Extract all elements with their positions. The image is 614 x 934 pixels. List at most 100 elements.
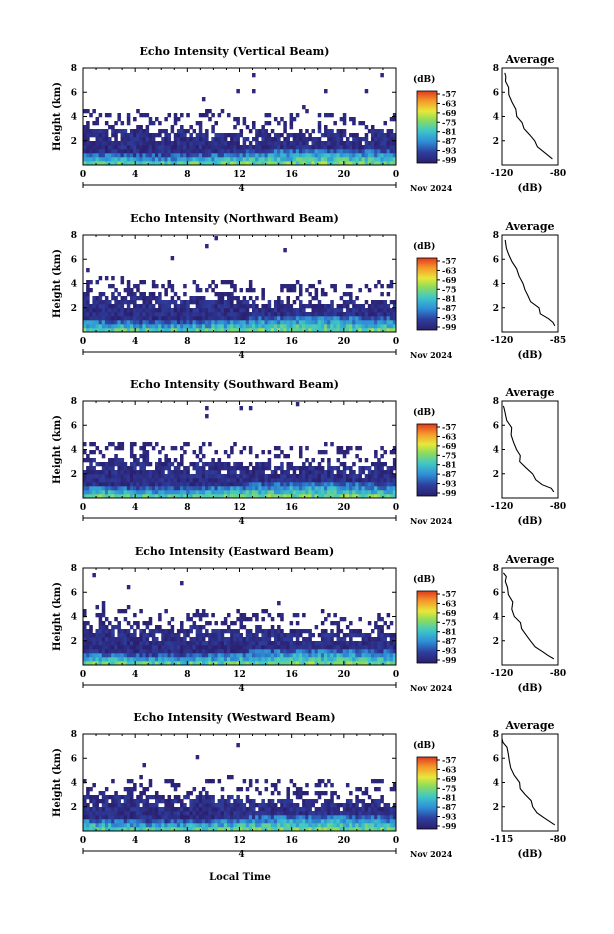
heatmap-cell: [333, 819, 337, 823]
heatmap-cell: [155, 637, 159, 641]
heatmap-cell: [340, 308, 344, 312]
colorbar-tick-label: -99: [442, 322, 457, 332]
heatmap-cell: [155, 133, 159, 137]
heatmap-cell: [199, 157, 203, 161]
heatmap-cell: [274, 657, 278, 661]
heatmap-cell: [330, 486, 334, 490]
heatmap-cell: [130, 791, 134, 795]
heatmap-cell: [330, 629, 334, 633]
heatmap-cell: [346, 153, 350, 157]
heatmap-cell: [196, 625, 200, 629]
heatmap-cell: [293, 815, 297, 819]
heatmap-cell: [327, 324, 331, 328]
heatmap-cell: [333, 490, 337, 494]
heatmap-cell: [171, 807, 175, 811]
heatmap-cell: [249, 450, 253, 454]
heatmap-cell: [92, 308, 96, 312]
heatmap-cell: [193, 486, 197, 490]
heatmap-cell: [371, 304, 375, 308]
heatmap-cell: [315, 324, 319, 328]
heatmap-cell: [286, 811, 290, 815]
heatmap-cell: [308, 149, 312, 153]
heatmap-cell: [318, 791, 322, 795]
x-tick-label: 8: [184, 670, 190, 680]
heatmap-cell: [164, 811, 168, 815]
heatmap-cell: [233, 324, 237, 328]
heatmap-cell: [358, 617, 362, 621]
heatmap-cell: [246, 308, 250, 312]
heatmap-cell: [221, 149, 225, 153]
heatmap-cell: [308, 486, 312, 490]
heatmap-cells: [83, 73, 396, 165]
heatmap-cell: [368, 482, 372, 486]
profile-x-label: (dB): [518, 350, 543, 361]
heatmap-cell: [315, 308, 319, 312]
heatmap-cell: [189, 819, 193, 823]
heatmap-cell: [180, 454, 184, 458]
heatmap-cell: [243, 478, 247, 482]
heatmap-cell: [180, 637, 184, 641]
y-axis-label: Height (km): [52, 582, 63, 651]
heatmap-cell: [299, 629, 303, 633]
heatmap-cell: [305, 811, 309, 815]
heatmap-cell: [92, 807, 96, 811]
heatmap-cell: [362, 145, 366, 149]
heatmap-cell: [196, 288, 200, 292]
heatmap-cell: [390, 490, 394, 494]
heatmap-cell: [146, 125, 150, 129]
heatmap-cell: [318, 779, 322, 783]
heatmap-cell: [293, 807, 297, 811]
heatmap-cell: [139, 775, 143, 779]
heatmap-cell: [183, 292, 187, 296]
heatmap-cell: [299, 641, 303, 645]
heatmap-cell: [261, 145, 265, 149]
heatmap-cell: [296, 645, 300, 649]
heatmap-cell: [349, 470, 353, 474]
heatmap-cell: [117, 141, 121, 145]
heatmap-cell: [193, 450, 197, 454]
heatmap-cell: [227, 807, 231, 811]
heatmap-cell: [377, 657, 381, 661]
heatmap-cell: [196, 137, 200, 141]
heatmap-cell: [161, 145, 165, 149]
heatmap-cell: [280, 641, 284, 645]
heatmap-cell: [196, 470, 200, 474]
heatmap-cell: [268, 641, 272, 645]
heatmap-cell: [142, 304, 146, 308]
heatmap-cell: [108, 145, 112, 149]
heatmap-cell: [133, 482, 137, 486]
heatmap-cell: [168, 478, 172, 482]
heatmap-cell: [174, 141, 178, 145]
heatmap-cell: [265, 304, 269, 308]
heatmap-cell: [355, 137, 359, 141]
heatmap-cell: [246, 320, 250, 324]
heatmap-cell: [333, 478, 337, 482]
heatmap-cell: [252, 125, 256, 129]
heatmap-cell: [343, 153, 347, 157]
heatmap-cell: [349, 637, 353, 641]
heatmap-cell: [315, 799, 319, 803]
heatmap-cell: [158, 304, 162, 308]
profile-y-tick-label: 2: [493, 137, 499, 147]
heatmap-cell: [283, 324, 287, 328]
heatmap-cell: [111, 645, 115, 649]
heatmap-cell: [258, 625, 262, 629]
heatmap-cell: [114, 637, 118, 641]
heatmap-cell: [168, 466, 172, 470]
heatmap-cell: [368, 149, 372, 153]
heatmap-cell: [343, 292, 347, 296]
heatmap-cell: [390, 129, 394, 133]
heatmap-cell: [136, 486, 140, 490]
heatmap-cell: [121, 653, 125, 657]
heatmap-cell: [302, 316, 306, 320]
heatmap-cell: [114, 157, 118, 161]
heatmap-cell: [321, 811, 325, 815]
heatmap-cell: [89, 807, 93, 811]
heatmap-cell: [171, 819, 175, 823]
heatmap-cell: [174, 795, 178, 799]
heatmap-cell: [171, 462, 175, 466]
heatmap-cell: [293, 783, 297, 787]
heatmap-cell: [321, 629, 325, 633]
heatmap-cell: [236, 482, 240, 486]
